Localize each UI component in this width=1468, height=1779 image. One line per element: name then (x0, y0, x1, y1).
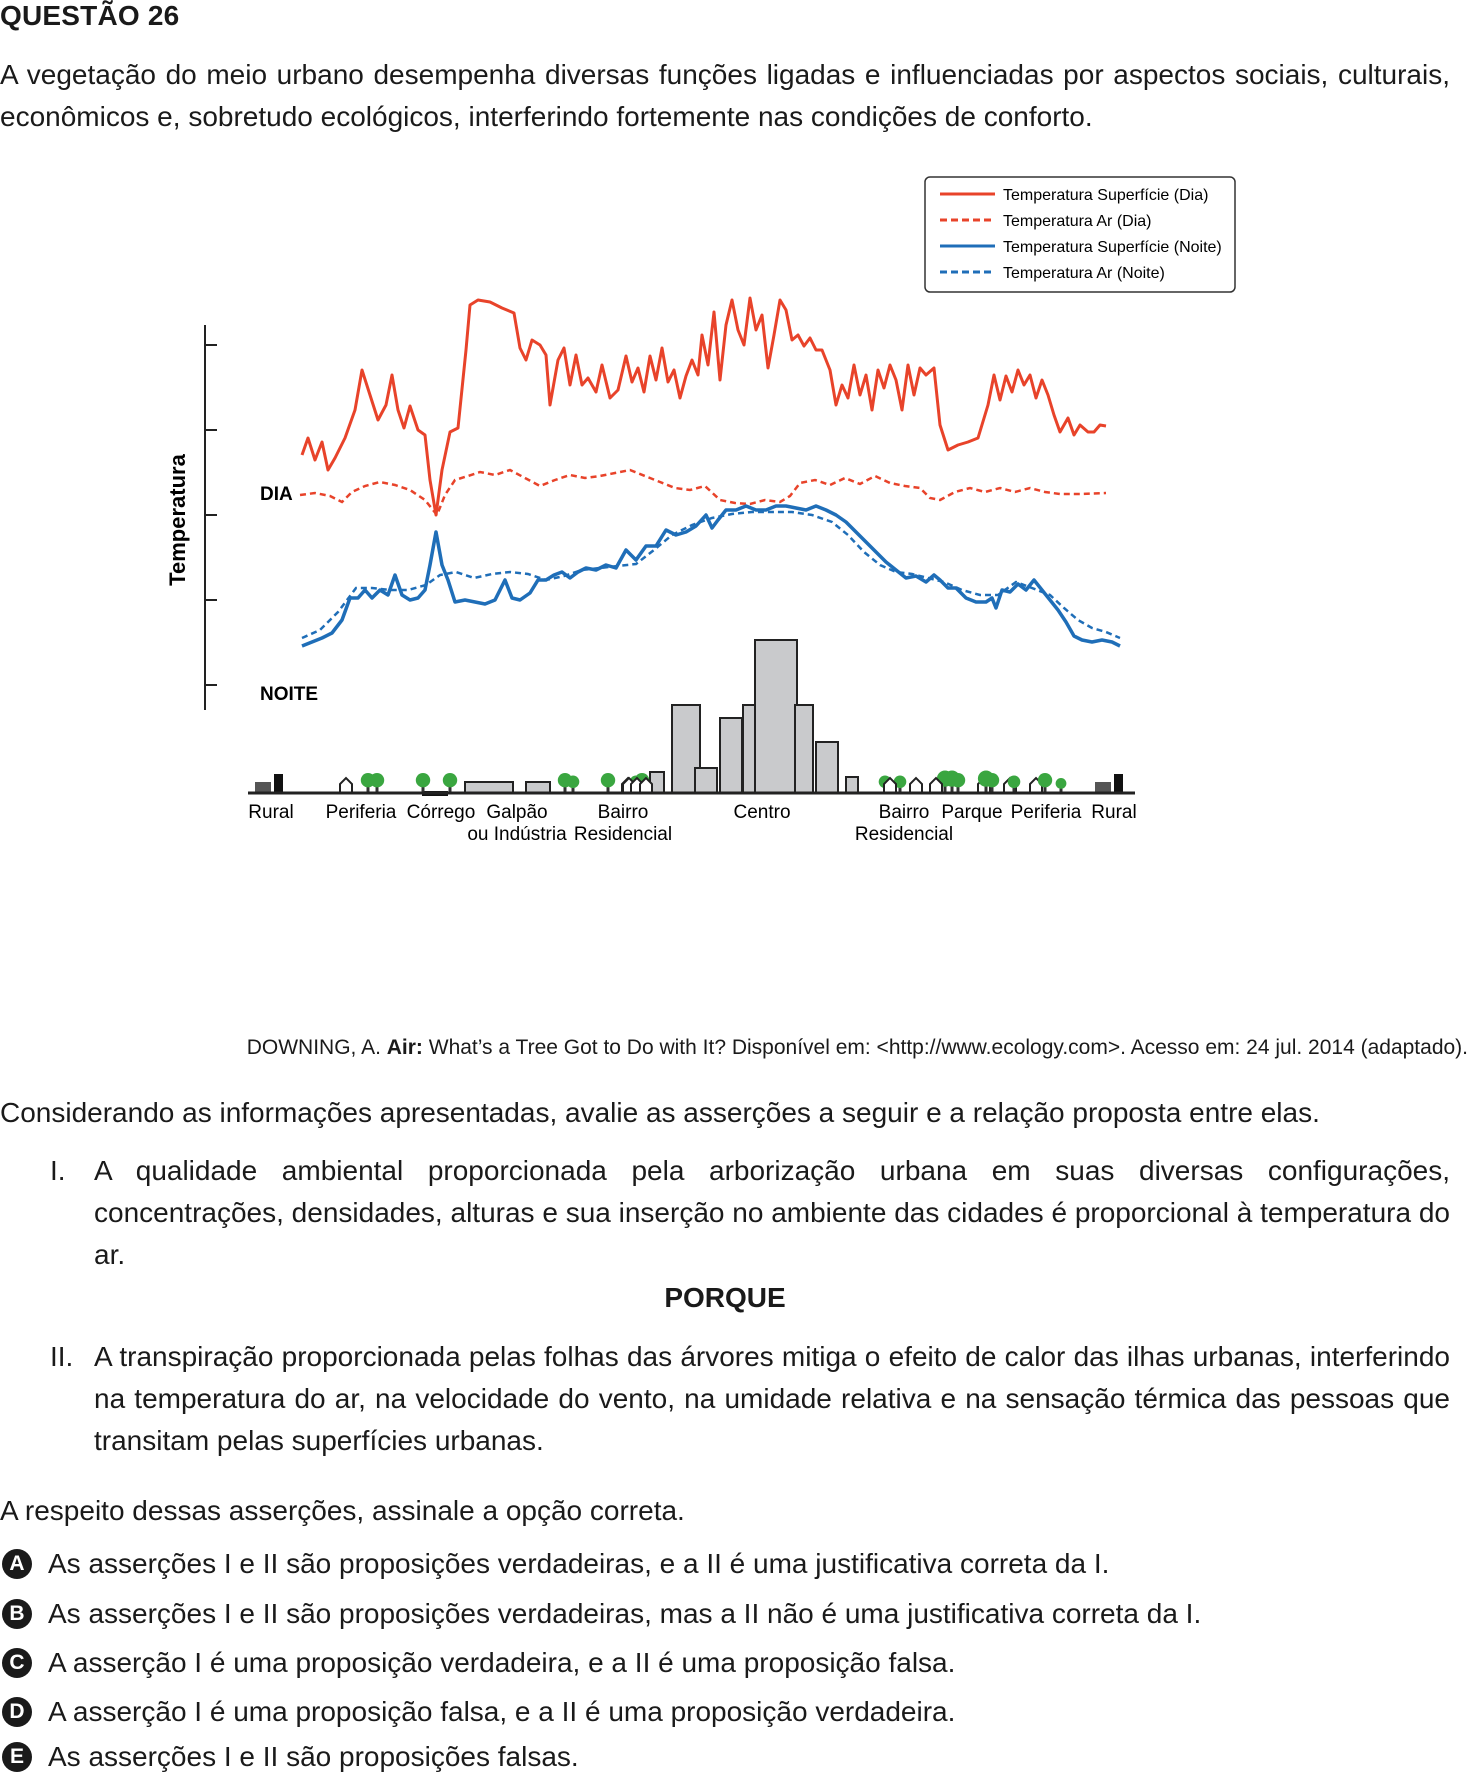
house (909, 776, 923, 794)
series-air-day (299, 468, 1107, 518)
option-text: As asserções I e II são proposições verd… (48, 1548, 1110, 1579)
assertion-prompt: Considerando as informações apresentadas… (0, 1097, 1320, 1128)
category-label: Córrego (407, 802, 476, 823)
option-text: As asserções I e II são proposições verd… (48, 1598, 1202, 1629)
tree (984, 773, 1000, 793)
city-profile (248, 639, 1135, 796)
source-bold: Air: (386, 1036, 423, 1059)
silo (274, 774, 283, 793)
temperature-figure: Temperatura Superfície (Dia) Temperatura… (165, 176, 1236, 845)
building (794, 704, 814, 794)
series-surface-day (300, 296, 1107, 517)
tree (566, 775, 580, 793)
legend-label: Temperatura Ar (Dia) (1003, 213, 1152, 230)
final-question: A respeito dessas asserções, assinale a … (0, 1495, 685, 1526)
assertion-number: II. (50, 1341, 74, 1372)
category-label: Bairro (879, 802, 930, 823)
source-rest: What’s a Tree Got to Do with It? Disponí… (422, 1036, 1468, 1059)
option-letter: E (2, 1742, 32, 1772)
assertion-number: I. (50, 1155, 66, 1186)
building (845, 776, 859, 794)
tree (1037, 773, 1053, 793)
farm (255, 782, 271, 793)
assertion-text: A qualidade ambiental proporcionada pela… (94, 1155, 1450, 1270)
option-a[interactable]: A As asserções I e II são proposições ve… (0, 1542, 1109, 1586)
option-letter: A (2, 1549, 32, 1579)
assertion-2: II. A transpiração proporcionada pelas f… (50, 1336, 1450, 1462)
tree (369, 773, 385, 793)
dia-marker: DIA (260, 484, 293, 505)
question-intro: A vegetação do meio urbano desempenha di… (0, 59, 1450, 132)
legend-label: Temperatura Ar (Noite) (1003, 265, 1165, 282)
source-citation: DOWNING, A. Air: What’s a Tree Got to Do… (247, 1036, 1468, 1060)
question-title: QUESTÃO 26 (0, 0, 180, 31)
legend-label: Temperatura Superfície (Dia) (1003, 187, 1208, 204)
building (815, 741, 839, 794)
series-surface-night (301, 504, 1121, 648)
assertion-text: A transpiração proporcionada pelas folha… (94, 1341, 1450, 1456)
category-label: Parque (941, 802, 1002, 823)
tree (600, 773, 616, 793)
option-b[interactable]: B As asserções I e II são proposições ve… (0, 1592, 1201, 1636)
category-label: Bairro (598, 802, 649, 823)
building (754, 639, 798, 794)
category-labels: Rural Periferia Córrego Galpão ou Indúst… (248, 802, 1136, 845)
farm (1095, 782, 1111, 793)
building (694, 767, 718, 794)
y-axis: Temperatura DIA NOITE (165, 325, 318, 710)
tree (950, 773, 966, 793)
tree (1007, 775, 1021, 793)
category-label: Galpão (486, 802, 547, 823)
tree (1055, 778, 1067, 793)
category-label: ou Indústria (467, 824, 567, 845)
option-letter: D (2, 1697, 32, 1727)
option-c[interactable]: C A asserção I é uma proposição verdadei… (0, 1641, 955, 1685)
option-text: A asserção I é uma proposição verdadeira… (48, 1647, 956, 1678)
option-letter: C (2, 1648, 32, 1678)
legend-label: Temperatura Superfície (Noite) (1003, 239, 1222, 256)
category-label: Residencial (574, 824, 672, 845)
category-label: Periferia (326, 802, 397, 823)
house (339, 776, 353, 794)
building (719, 717, 743, 794)
y-axis-label: Temperatura (165, 453, 190, 585)
warehouse (464, 781, 514, 794)
option-e[interactable]: E As asserções I e II são proposições fa… (0, 1735, 579, 1779)
tree (442, 773, 458, 793)
option-letter: B (2, 1599, 32, 1629)
option-text: As asserções I e II são proposições fals… (48, 1741, 579, 1772)
silo (1114, 774, 1123, 793)
category-label: Centro (733, 802, 790, 823)
category-label: Residencial (855, 824, 953, 845)
assertion-1: I. A qualidade ambiental proporcionada p… (50, 1150, 1450, 1276)
source-prefix: DOWNING, A. (246, 1036, 387, 1059)
option-d[interactable]: D A asserção I é uma proposição falsa, e… (0, 1690, 955, 1734)
noite-marker: NOITE (260, 684, 318, 705)
category-label: Rural (1091, 802, 1136, 823)
porque-label: PORQUE (664, 1282, 786, 1313)
option-text: A asserção I é uma proposição falsa, e a… (48, 1696, 956, 1727)
chart-legend: Temperatura Superfície (Dia) Temperatura… (924, 176, 1236, 293)
series-air-night (301, 510, 1121, 640)
warehouse (525, 781, 551, 794)
category-label: Periferia (1011, 802, 1082, 823)
category-label: Rural (248, 802, 293, 823)
tree (415, 773, 431, 793)
